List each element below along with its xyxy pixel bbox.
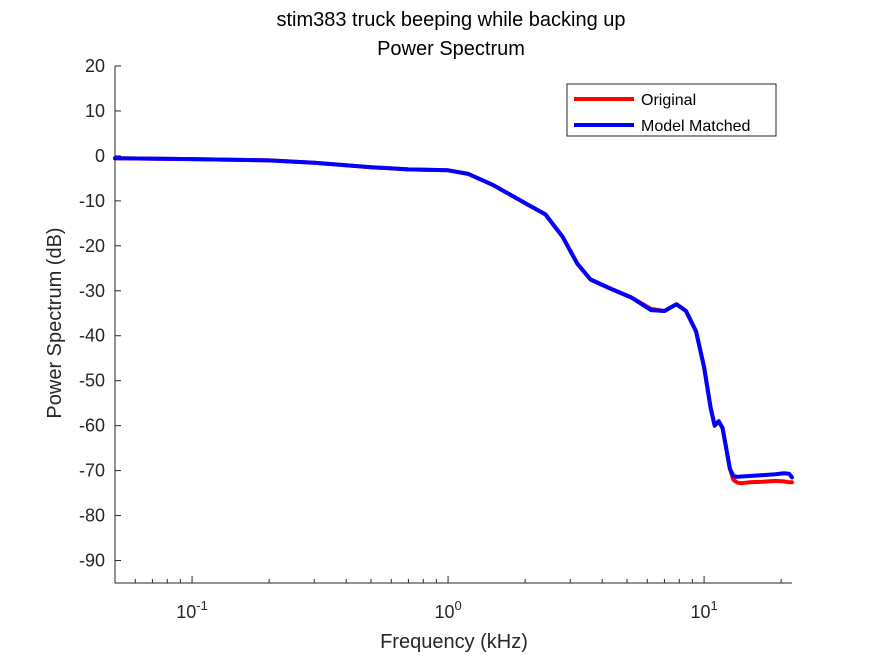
x-tick-label: 10-1 <box>176 598 208 622</box>
legend-box <box>566 83 777 137</box>
legend-label-model-matched: Model Matched <box>641 118 750 135</box>
chart-subtitle: Power Spectrum <box>377 38 525 60</box>
y-tick-label: 10 <box>85 101 105 121</box>
y-tick-label: -20 <box>79 236 105 256</box>
y-tick-label: -10 <box>79 191 105 211</box>
y-tick-label: 0 <box>95 146 105 166</box>
series-line-model-matched <box>113 156 794 480</box>
y-axis-label: Power Spectrum (dB) <box>44 227 66 418</box>
legend: Original Model Matched <box>566 83 777 137</box>
y-tick-label: -70 <box>79 461 105 481</box>
y-tick-label: -40 <box>79 326 105 346</box>
y-tick-label: -90 <box>79 551 105 571</box>
y-tick-label: -80 <box>79 506 105 526</box>
y-tick-label: 20 <box>85 56 105 76</box>
y-tick-label: -50 <box>79 371 105 391</box>
y-tick-label: -60 <box>79 416 105 436</box>
x-axis-label: Frequency (kHz) <box>380 631 528 653</box>
x-tick-label: 100 <box>434 598 461 622</box>
legend-label-original: Original <box>641 92 696 109</box>
y-tick-label: -30 <box>79 281 105 301</box>
x-tick-label: 101 <box>690 598 717 622</box>
chart-title: stim383 truck beeping while backing up <box>276 9 625 31</box>
